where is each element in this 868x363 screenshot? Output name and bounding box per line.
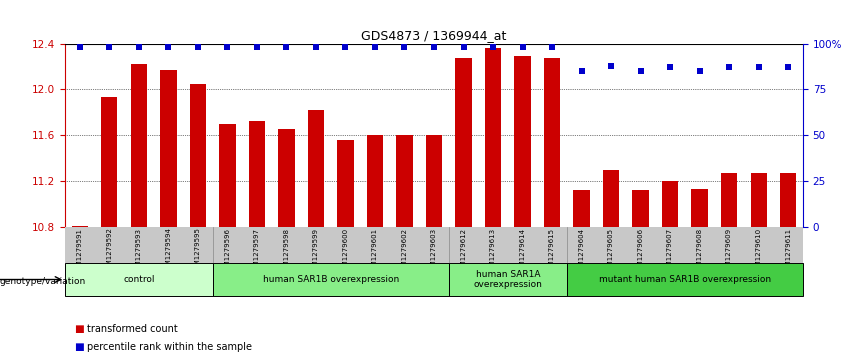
Bar: [367, 135, 383, 227]
Text: GSM1279612: GSM1279612: [461, 228, 466, 274]
Point: [722, 65, 736, 70]
Point: [279, 44, 293, 50]
Point: [250, 44, 264, 50]
Title: GDS4873 / 1369944_at: GDS4873 / 1369944_at: [361, 29, 507, 42]
Text: GSM1279604: GSM1279604: [579, 228, 584, 274]
Text: GSM1279598: GSM1279598: [284, 228, 289, 274]
Bar: [249, 122, 265, 227]
Text: GSM1279594: GSM1279594: [166, 228, 171, 274]
Point: [604, 63, 618, 69]
Text: GSM1279607: GSM1279607: [667, 228, 673, 275]
Text: percentile rank within the sample: percentile rank within the sample: [87, 342, 252, 352]
Point: [368, 44, 382, 50]
Bar: [485, 48, 501, 227]
Bar: [102, 97, 117, 227]
Text: GSM1279605: GSM1279605: [608, 228, 614, 274]
Bar: [397, 135, 412, 227]
Bar: [190, 83, 206, 227]
Point: [427, 44, 441, 50]
Bar: [279, 130, 294, 227]
Text: human SAR1B overexpression: human SAR1B overexpression: [263, 275, 398, 284]
Bar: [449, 263, 567, 296]
Text: GSM1279599: GSM1279599: [313, 228, 319, 274]
Text: GSM1279613: GSM1279613: [490, 228, 496, 275]
Point: [309, 44, 323, 50]
Point: [752, 65, 766, 70]
Text: GSM1279610: GSM1279610: [756, 228, 761, 275]
Text: GSM1279595: GSM1279595: [195, 228, 201, 274]
Text: GSM1279593: GSM1279593: [136, 228, 141, 274]
Bar: [574, 190, 589, 227]
Text: GSM1279592: GSM1279592: [107, 228, 112, 274]
Text: GSM1279603: GSM1279603: [431, 228, 437, 275]
Text: GSM1279596: GSM1279596: [225, 228, 230, 274]
Text: genotype/variation: genotype/variation: [0, 277, 86, 286]
Point: [339, 44, 352, 50]
Text: control: control: [123, 275, 155, 284]
Point: [220, 44, 234, 50]
Bar: [308, 110, 324, 227]
Text: GSM1279602: GSM1279602: [402, 228, 407, 274]
Bar: [780, 173, 796, 227]
Bar: [220, 124, 235, 227]
Text: human SAR1A
overexpression: human SAR1A overexpression: [473, 270, 542, 289]
Text: GSM1279609: GSM1279609: [727, 228, 732, 275]
Text: GSM1279591: GSM1279591: [77, 228, 82, 274]
Point: [516, 44, 529, 50]
Text: ■: ■: [74, 323, 83, 334]
Point: [545, 44, 559, 50]
Point: [575, 68, 589, 74]
Point: [457, 44, 470, 50]
Point: [781, 65, 795, 70]
Text: mutant human SAR1B overexpression: mutant human SAR1B overexpression: [599, 275, 771, 284]
Bar: [633, 190, 648, 227]
Point: [102, 44, 116, 50]
Bar: [603, 170, 619, 227]
Point: [132, 44, 146, 50]
Point: [693, 68, 707, 74]
Text: GSM1279615: GSM1279615: [549, 228, 555, 274]
Bar: [213, 263, 449, 296]
Bar: [662, 181, 678, 227]
Text: GSM1279611: GSM1279611: [786, 228, 791, 275]
Bar: [544, 58, 560, 227]
Text: ■: ■: [74, 342, 83, 352]
Point: [161, 44, 175, 50]
Bar: [161, 70, 176, 227]
Bar: [338, 140, 353, 227]
Point: [191, 44, 205, 50]
Text: GSM1279614: GSM1279614: [520, 228, 525, 274]
Text: transformed count: transformed count: [87, 323, 178, 334]
Text: GSM1279597: GSM1279597: [254, 228, 260, 274]
Bar: [751, 173, 766, 227]
Text: GSM1279600: GSM1279600: [343, 228, 348, 275]
Bar: [456, 58, 471, 227]
Text: GSM1279606: GSM1279606: [638, 228, 643, 275]
Bar: [426, 135, 442, 227]
Bar: [721, 173, 737, 227]
Point: [486, 44, 500, 50]
Point: [73, 44, 87, 50]
Point: [663, 65, 677, 70]
Bar: [567, 263, 803, 296]
Point: [634, 68, 648, 74]
Bar: [65, 263, 213, 296]
Bar: [72, 226, 88, 227]
Text: GSM1279601: GSM1279601: [372, 228, 378, 275]
Text: GSM1279608: GSM1279608: [697, 228, 702, 275]
Bar: [131, 64, 147, 227]
Bar: [515, 56, 530, 227]
Point: [398, 44, 411, 50]
Bar: [692, 189, 707, 227]
